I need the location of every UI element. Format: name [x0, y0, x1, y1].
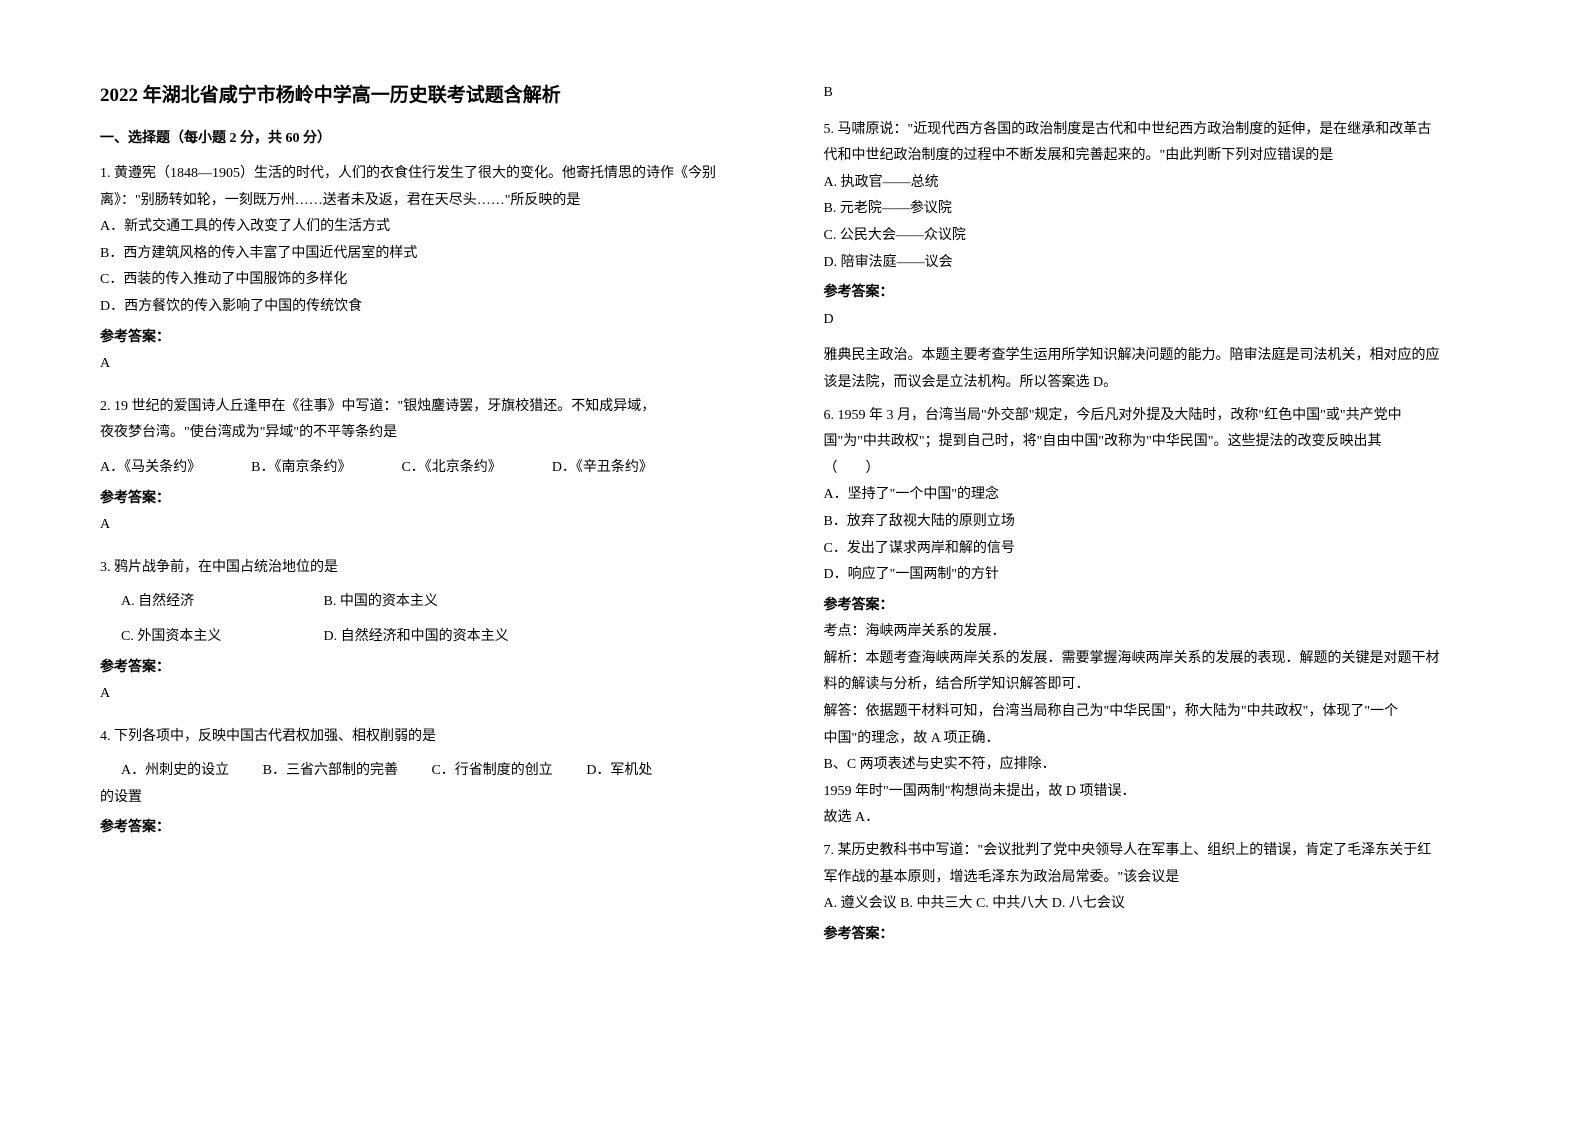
q2-answer-label: 参考答案：: [100, 486, 764, 513]
document-title: 2022 年湖北省咸宁市杨岭中学高一历史联考试题含解析: [100, 80, 764, 107]
q1-option-c: C．西装的传入推动了中国服饰的多样化: [100, 267, 764, 294]
q4-option-c: C．行省制度的创立: [431, 763, 552, 778]
q5-option-a: A. 执政官——总统: [824, 170, 1488, 197]
q6-stem-line3: （ ）: [824, 456, 1488, 483]
q3-answer: A: [100, 681, 764, 708]
q4-option-b: B．三省六部制的完善: [263, 763, 398, 778]
q2-option-a: A．《马关条约》: [100, 455, 201, 482]
q5-explain-line2: 该是法院，而议会是立法机构。所以答案选 D。: [824, 370, 1488, 397]
question-7: 7. 某历史教科书中写道："会议批判了党中央领导人在军事上、组织上的错误，肯定了…: [824, 838, 1488, 948]
question-3: 3. 鸦片战争前，在中国占统治地位的是 A. 自然经济 B. 中国的资本主义 C…: [100, 555, 764, 718]
question-1: 1. 黄遵宪（1848—1905）生活的时代，人们的衣食住行发生了很大的变化。他…: [100, 161, 764, 388]
q6-explain-line1: 考点：海峡两岸关系的发展．: [824, 619, 1488, 646]
q6-option-b: B．放弃了敌视大陆的原则立场: [824, 509, 1488, 536]
q2-option-d: D．《辛丑条约》: [552, 455, 653, 482]
q3-stem: 3. 鸦片战争前，在中国占统治地位的是: [100, 555, 764, 582]
q1-answer-label: 参考答案：: [100, 325, 764, 352]
q3-option-b: B. 中国的资本主义: [324, 594, 438, 609]
q1-option-b: B．西方建筑风格的传入丰富了中国近代居室的样式: [100, 241, 764, 268]
q4-stem: 4. 下列各项中，反映中国古代君权加强、相权削弱的是: [100, 724, 764, 751]
q6-explain-line8: 故选 A．: [824, 805, 1488, 832]
question-4: 4. 下列各项中，反映中国古代君权加强、相权削弱的是 A．州刺史的设立 B．三省…: [100, 724, 764, 842]
q4-options-row: A．州刺史的设立 B．三省六部制的完善 C．行省制度的创立 D．军机处: [100, 758, 764, 785]
q3-option-a: A. 自然经济: [100, 589, 320, 616]
q6-option-a: A．坚持了"一个中国"的理念: [824, 482, 1488, 509]
q7-options: A. 遵义会议 B. 中共三大 C. 中共八大 D. 八七会议: [824, 891, 1488, 918]
q6-explain-line2: 解析：本题考查海峡两岸关系的发展．需要掌握海峡两岸关系的发展的表现．解题的关键是…: [824, 646, 1488, 673]
question-6: 6. 1959 年 3 月，台湾当局"外交部"规定，今后凡对外提及大陆时，改称"…: [824, 403, 1488, 833]
q3-answer-label: 参考答案：: [100, 655, 764, 682]
q4-option-a: A．州刺史的设立: [121, 763, 229, 778]
q7-stem-line2: 军作战的基本原则，增选毛泽东为政治局常委。"该会议是: [824, 865, 1488, 892]
q2-answer: A: [100, 512, 764, 539]
q3-options-row1: A. 自然经济 B. 中国的资本主义: [100, 589, 764, 616]
q6-option-c: C．发出了谋求两岸和解的信号: [824, 536, 1488, 563]
q4-answer: B: [824, 80, 1488, 107]
q6-explain-line3: 料的解读与分析，结合所学知识解答即可．: [824, 672, 1488, 699]
q7-answer-label: 参考答案：: [824, 922, 1488, 949]
q6-stem-line2: 国"为"中共政权"；提到自己时，将"自由中国"改称为"中华民国"。这些提法的改变…: [824, 429, 1488, 456]
q5-option-d: D. 陪审法庭——议会: [824, 250, 1488, 277]
q6-explain-line6: B、C 两项表述与史实不符，应排除．: [824, 752, 1488, 779]
q4-option-d: D．军机处: [586, 763, 652, 778]
q1-option-a: A．新式交通工具的传入改变了人们的生活方式: [100, 214, 764, 241]
q4-stem-tail: 的设置: [100, 785, 764, 812]
q6-explain-line7: 1959 年时"一国两制"构想尚未提出，故 D 项错误．: [824, 779, 1488, 806]
q2-stem-line1: 2. 19 世纪的爱国诗人丘逢甲在《往事》中写道："银烛鏖诗罢，牙旗校猎还。不知…: [100, 394, 764, 421]
q5-explain-line1: 雅典民主政治。本题主要考查学生运用所学知识解决问题的能力。陪审法庭是司法机关，相…: [824, 343, 1488, 370]
q1-answer: A: [100, 351, 764, 378]
q5-answer: D: [824, 307, 1488, 334]
q3-options-row2: C. 外国资本主义 D. 自然经济和中国的资本主义: [100, 624, 764, 651]
q5-option-b: B. 元老院——参议院: [824, 196, 1488, 223]
q6-answer-label: 参考答案：: [824, 593, 1488, 620]
q2-option-c: C．《北京条约》: [401, 455, 501, 482]
question-2: 2. 19 世纪的爱国诗人丘逢甲在《往事》中写道："银烛鏖诗罢，牙旗校猎还。不知…: [100, 394, 764, 549]
q2-option-b: B．《南京条约》: [251, 455, 351, 482]
q5-stem-line1: 5. 马啸原说："近现代西方各国的政治制度是古代和中世纪西方政治制度的延伸，是在…: [824, 117, 1488, 144]
q6-option-d: D．响应了"一国两制"的方针: [824, 562, 1488, 589]
q6-explain-line5: 中国"的理念，故 A 项正确．: [824, 726, 1488, 753]
q1-stem-line2: 离》："别肠转如轮，一刻既万州……送者未及返，君在天尽头……"所反映的是: [100, 188, 764, 215]
q3-option-d: D. 自然经济和中国的资本主义: [324, 629, 509, 644]
right-column: B 5. 马啸原说："近现代西方各国的政治制度是古代和中世纪西方政治制度的延伸，…: [824, 80, 1488, 1082]
q1-stem-line1: 1. 黄遵宪（1848—1905）生活的时代，人们的衣食住行发生了很大的变化。他…: [100, 161, 764, 188]
q2-options-row: A．《马关条约》 B．《南京条约》 C．《北京条约》 D．《辛丑条约》: [100, 455, 764, 482]
q2-stem-line2: 夜夜梦台湾。"使台湾成为"异域"的不平等条约是: [100, 420, 764, 447]
q1-option-d: D．西方餐饮的传入影响了中国的传统饮食: [100, 294, 764, 321]
q5-stem-line2: 代和中世纪政治制度的过程中不断发展和完善起来的。"由此判断下列对应错误的是: [824, 143, 1488, 170]
q6-stem-line1: 6. 1959 年 3 月，台湾当局"外交部"规定，今后凡对外提及大陆时，改称"…: [824, 403, 1488, 430]
q5-answer-label: 参考答案：: [824, 280, 1488, 307]
q4-answer-label: 参考答案：: [100, 815, 764, 842]
question-5: 5. 马啸原说："近现代西方各国的政治制度是古代和中世纪西方政治制度的延伸，是在…: [824, 117, 1488, 397]
q5-option-c: C. 公民大会——众议院: [824, 223, 1488, 250]
q7-stem-line1: 7. 某历史教科书中写道："会议批判了党中央领导人在军事上、组织上的错误，肯定了…: [824, 838, 1488, 865]
q3-option-c: C. 外国资本主义: [100, 624, 320, 651]
section-header: 一、选择题（每小题 2 分，共 60 分）: [100, 127, 764, 147]
left-column: 2022 年湖北省咸宁市杨岭中学高一历史联考试题含解析 一、选择题（每小题 2 …: [100, 80, 764, 1082]
q6-explain-line4: 解答：依据题干材料可知，台湾当局称自己为"中华民国"，称大陆为"中共政权"，体现…: [824, 699, 1488, 726]
